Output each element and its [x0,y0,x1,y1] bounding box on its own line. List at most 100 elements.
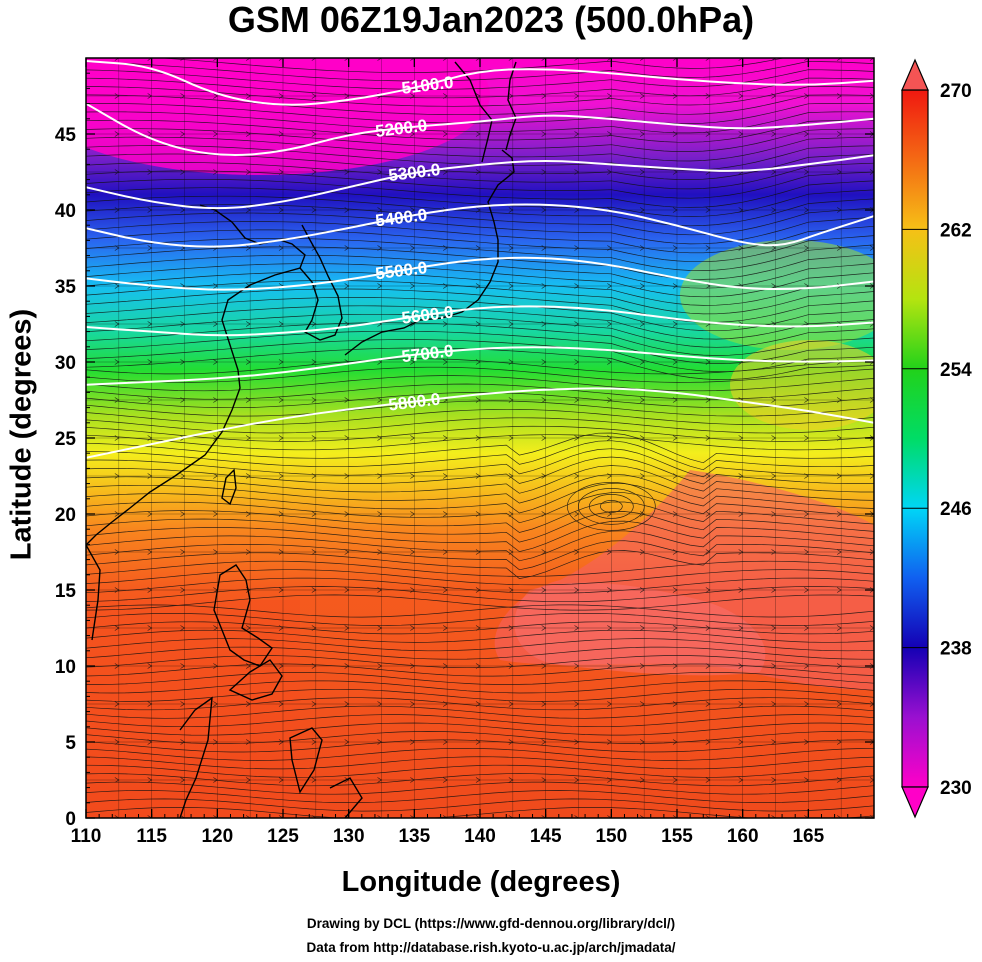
wind-arrow [541,511,547,517]
wind-arrow [344,549,350,555]
streamline [86,288,874,323]
streamline [86,714,874,728]
wind-arrow [869,511,874,517]
streamline [86,339,874,372]
wind-arrow [771,587,777,593]
wind-arrow [344,701,350,707]
wind-arrow [607,473,612,479]
wind-arrow [508,359,514,365]
wind-arrow [475,131,481,137]
wind-arrow [377,435,383,441]
wind-arrow [213,739,218,745]
wind-arrow [180,321,186,327]
wind-arrow [442,549,448,555]
x-axis-label: Longitude (degrees) [341,866,621,898]
wind-arrow [771,245,777,251]
streamline [86,456,874,485]
wind-arrow [738,663,744,669]
wind-arrow [377,397,383,403]
wind-arrow [475,625,481,631]
wind-arrow [607,283,612,289]
wind-arrow [804,815,809,818]
wind-arrow [705,625,711,631]
streamline [86,511,874,543]
wind-arrow [410,93,415,99]
wind-arrow [705,283,711,289]
wind-arrow [574,245,580,251]
wind-arrow [705,435,711,441]
wind-arrow [147,663,153,669]
wind-arrow [278,587,284,593]
wind-arrow [672,739,678,745]
wind-arrow [344,625,350,631]
wind-arrow [672,58,678,61]
wind-arrow [245,815,251,818]
contour-line [86,256,874,291]
x-tick-label: 140 [464,826,496,847]
wind-arrow [607,435,612,441]
wind-arrow [245,169,251,175]
wind-arrow [213,473,218,479]
wind-arrow [344,511,350,517]
wind-arrow [114,321,120,327]
wind-arrow [245,739,251,745]
wind-arrow [147,511,153,517]
wind-arrow [639,283,645,289]
wind-arrow [836,169,842,175]
wind-arrow [245,701,251,707]
streamline [86,482,874,514]
wind-arrow [738,587,744,593]
y-tick-label: 30 [55,353,76,374]
wind-arrow [147,549,153,555]
wind-arrow [311,321,317,327]
wind-arrow [771,131,777,137]
wind-arrow [180,473,186,479]
wind-arrow [869,549,874,555]
streamline-vortex [566,482,656,531]
x-tick-label: 145 [530,826,562,847]
wind-arrow [377,739,383,745]
wind-arrow [278,511,284,517]
wind-arrow [377,511,383,517]
streamline [86,448,874,478]
wind-arrow [804,93,809,99]
streamline [86,383,874,400]
colorbar-min-arrow [901,786,929,819]
y-tick-label: 20 [55,505,76,526]
wind-arrow [771,777,777,783]
wind-arrow [213,359,218,365]
streamline [86,313,874,348]
wind-arrow [311,777,317,783]
wind-arrow [705,777,711,783]
streamline [86,612,874,626]
wind-arrow [344,58,350,61]
wind-arrow [410,663,415,669]
wind-arrow [377,625,383,631]
wind-arrow [147,473,153,479]
wind-arrow [278,777,284,783]
streamline [86,297,874,332]
wind-arrow [508,93,514,99]
wind-arrow [213,511,218,517]
wind-arrow [114,663,120,669]
wind-arrow [147,359,153,365]
wind-arrow [442,359,448,365]
wind-arrow [213,131,218,137]
wind-arrow [410,777,415,783]
wind-arrow [213,625,218,631]
wind-arrow [344,283,350,289]
streamline [86,604,874,618]
wind-arrow [869,587,874,593]
wind-arrow [147,93,153,99]
wind-arrow [738,245,744,251]
wind-arrow [344,245,350,251]
wind-arrow [771,663,777,669]
wind-arrow [147,207,153,213]
wind-arrow [541,207,547,213]
wind-arrow [344,169,350,175]
wind-arrow [475,359,481,365]
wind-arrow [804,587,809,593]
wind-arrow [114,473,120,479]
wind-arrow [574,549,580,555]
